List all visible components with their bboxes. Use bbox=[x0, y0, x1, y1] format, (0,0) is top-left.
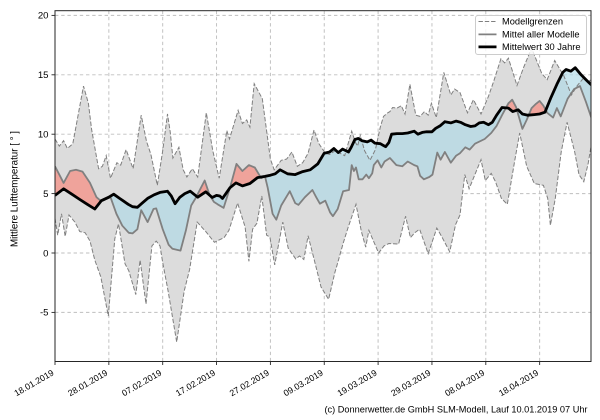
svg-text:15: 15 bbox=[38, 70, 49, 81]
svg-text:Modellgrenzen: Modellgrenzen bbox=[502, 17, 563, 27]
svg-text:Mittlere Lufttemperatur [ ° ]: Mittlere Lufttemperatur [ ° ] bbox=[10, 131, 21, 247]
svg-text:Mittelwert 30 Jahre: Mittelwert 30 Jahre bbox=[502, 42, 581, 52]
svg-text:0: 0 bbox=[43, 248, 48, 259]
svg-text:20: 20 bbox=[38, 11, 49, 22]
svg-text:10: 10 bbox=[38, 130, 49, 141]
svg-text:5: 5 bbox=[43, 189, 48, 200]
svg-text:(c) Donnerwetter.de GmbH SLM-M: (c) Donnerwetter.de GmbH SLM-Modell, Lau… bbox=[325, 405, 588, 415]
svg-text:-5: -5 bbox=[40, 308, 49, 319]
svg-text:Mittel aller Modelle: Mittel aller Modelle bbox=[502, 29, 580, 39]
